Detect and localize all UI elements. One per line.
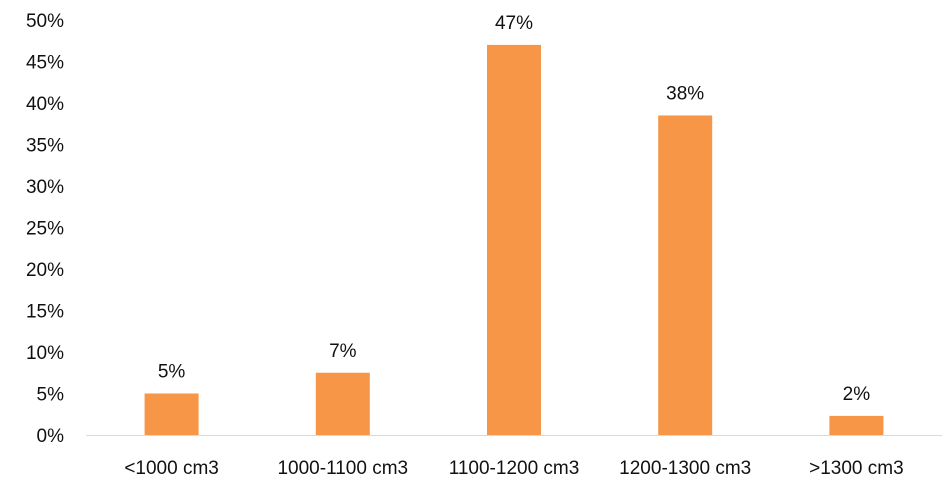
bar: [658, 115, 713, 435]
bar: [487, 44, 541, 436]
y-tick-label: 20%: [26, 260, 64, 281]
bar: [829, 415, 884, 435]
y-tick-label: 35%: [26, 136, 64, 157]
x-tick-label: 1000-1100 cm3: [277, 458, 408, 478]
y-tick-label: 40%: [26, 94, 64, 115]
y-tick-label: 5%: [37, 385, 65, 406]
y-tick-label: 10%: [26, 343, 64, 364]
bar: [144, 393, 199, 435]
y-tick-label: 30%: [26, 177, 64, 198]
data-labels: 5% 7% 47% 38% 2%: [158, 13, 870, 405]
x-tick-label: <1000 cm3: [124, 458, 219, 478]
data-label: 47%: [495, 13, 533, 34]
y-axis: 0% 5% 10% 15% 20% 25% 30% 35% 40% 45% 50%: [26, 11, 64, 447]
x-axis: <1000 cm3 1000-1100 cm3 1100-1200 cm3 1200-…: [124, 458, 903, 478]
x-tick-label: >1300 cm3: [809, 458, 904, 478]
data-label: 38%: [666, 83, 704, 104]
y-tick-label: 45%: [26, 53, 64, 74]
y-tick-label: 50%: [26, 11, 64, 32]
bar: [315, 372, 370, 435]
data-label: 5%: [158, 362, 186, 383]
bars: [144, 44, 884, 436]
data-label: 7%: [329, 341, 357, 362]
x-tick-label: 1100-1200 cm3: [449, 458, 580, 478]
x-tick-label: 1200-1300 cm3: [619, 458, 751, 478]
y-tick-label: 0%: [37, 426, 65, 447]
y-tick-label: 15%: [26, 302, 64, 323]
data-label: 2%: [843, 384, 871, 405]
y-tick-label: 25%: [26, 219, 64, 240]
